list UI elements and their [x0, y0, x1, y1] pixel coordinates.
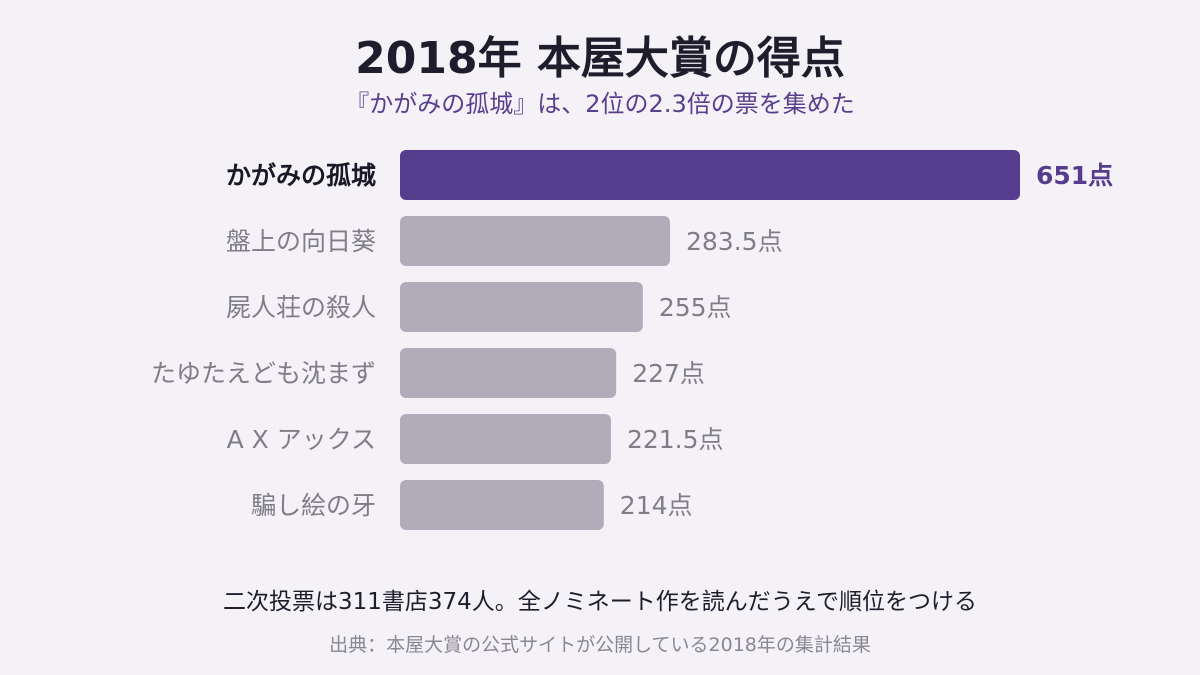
value-label-1: 283.5点	[686, 227, 783, 256]
value-label-0: 651点	[1036, 161, 1113, 190]
category-label-5: 騙し絵の牙	[251, 491, 376, 520]
value-label-4: 221.5点	[627, 425, 724, 454]
value-label-2: 255点	[659, 293, 732, 322]
bar-3	[400, 348, 617, 398]
footnote: 二次投票は311書店374人。全ノミネート作を読んだうえで順位をつける	[222, 589, 978, 615]
source-note: 出典：本屋大賞の公式サイトが公開している2018年の集計結果	[329, 634, 871, 656]
bar-4	[400, 414, 611, 464]
bar-5	[400, 480, 604, 530]
bar-1	[400, 216, 670, 266]
chart-title: 2018年 本屋大賞の得点	[355, 33, 845, 84]
category-label-4: A X アックス	[227, 425, 376, 454]
value-label-3: 227点	[632, 359, 705, 388]
category-label-3: たゆたえども沈まず	[151, 359, 376, 388]
value-label-5: 214点	[620, 491, 693, 520]
bar-2	[400, 282, 643, 332]
category-label-2: 屍人荘の殺人	[226, 293, 376, 322]
bar-0	[400, 150, 1020, 200]
chart-subtitle: 『かがみの孤城』は、2位の2.3倍の票を集めた	[345, 90, 855, 118]
category-label-1: 盤上の向日葵	[226, 227, 376, 256]
category-label-0: かがみの孤城	[226, 161, 376, 190]
